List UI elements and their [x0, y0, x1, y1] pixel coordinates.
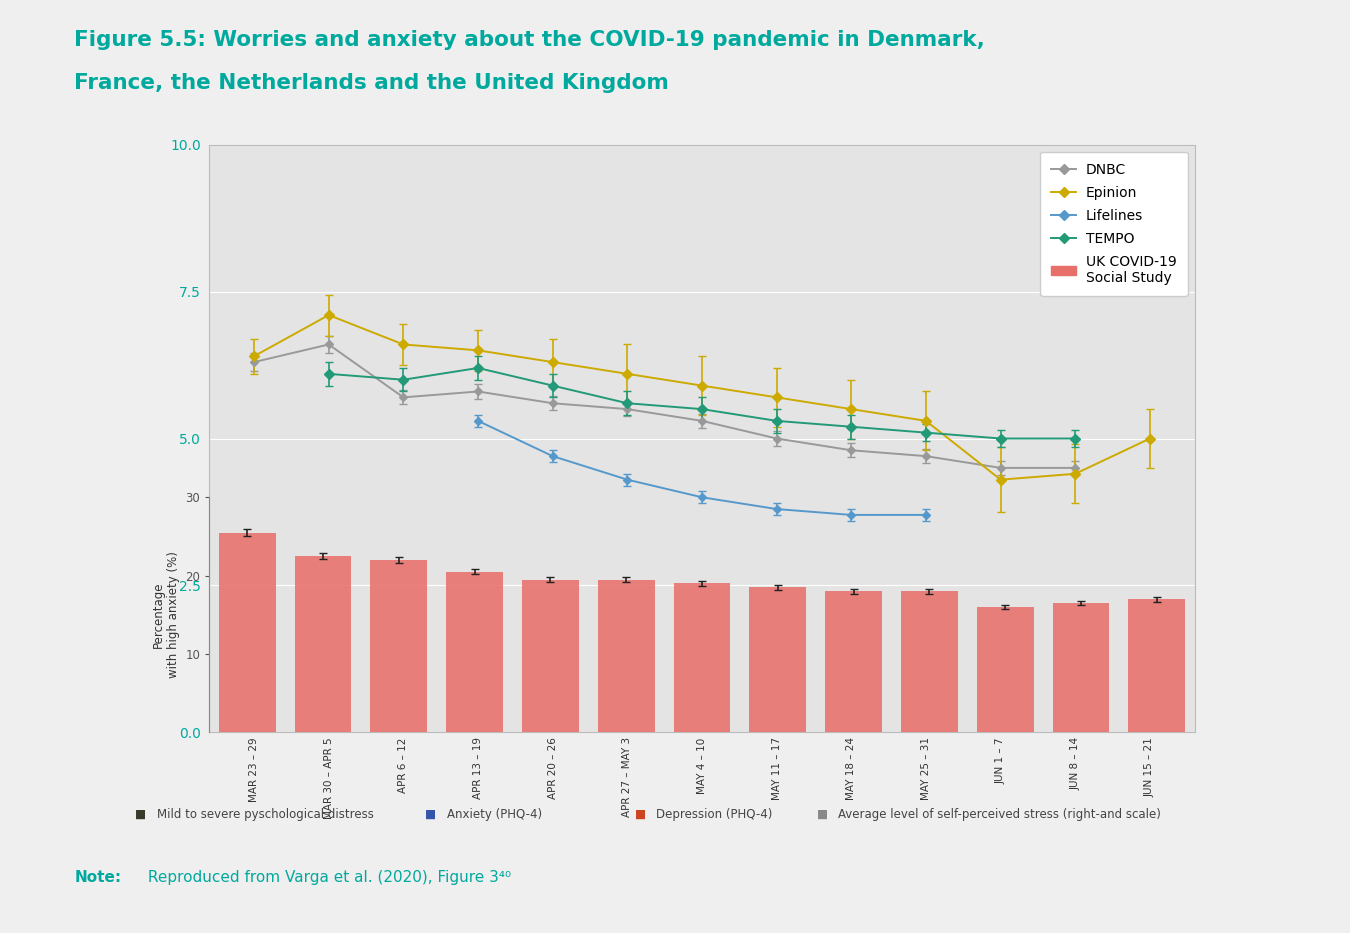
- Bar: [522, 579, 579, 732]
- Text: ■: ■: [135, 808, 146, 821]
- Text: Mild to severe pyschological distress: Mild to severe pyschological distress: [157, 808, 374, 821]
- Text: ■: ■: [634, 808, 645, 821]
- Bar: [598, 579, 655, 732]
- Bar: [749, 588, 806, 732]
- Bar: [219, 533, 275, 732]
- Bar: [1129, 599, 1185, 732]
- Text: Note:: Note:: [74, 870, 122, 884]
- Text: France, the Netherlands and the United Kingdom: France, the Netherlands and the United K…: [74, 73, 670, 92]
- Text: Reproduced from Varga et al. (2020), Figure 3⁴⁰: Reproduced from Varga et al. (2020), Fig…: [143, 870, 512, 884]
- Bar: [900, 592, 958, 732]
- Bar: [1053, 603, 1110, 732]
- Bar: [825, 592, 882, 732]
- Bar: [446, 572, 504, 732]
- Text: ■: ■: [425, 808, 436, 821]
- Text: Anxiety (PHQ-4): Anxiety (PHQ-4): [447, 808, 541, 821]
- Bar: [370, 560, 427, 732]
- Text: Figure 5.5: Worries and anxiety about the COVID-19 pandemic in Denmark,: Figure 5.5: Worries and anxiety about th…: [74, 30, 985, 49]
- Bar: [977, 607, 1034, 732]
- Text: Average level of self-perceived stress (right-and scale): Average level of self-perceived stress (…: [838, 808, 1161, 821]
- Bar: [294, 556, 351, 732]
- Legend: DNBC, Epinion, Lifelines, TEMPO, UK COVID-19
Social Study: DNBC, Epinion, Lifelines, TEMPO, UK COVI…: [1040, 151, 1188, 296]
- Y-axis label: Percentage
with high anxiety (%): Percentage with high anxiety (%): [151, 551, 180, 678]
- Bar: [674, 583, 730, 732]
- Text: ■: ■: [817, 808, 828, 821]
- Text: Depression (PHQ-4): Depression (PHQ-4): [656, 808, 772, 821]
